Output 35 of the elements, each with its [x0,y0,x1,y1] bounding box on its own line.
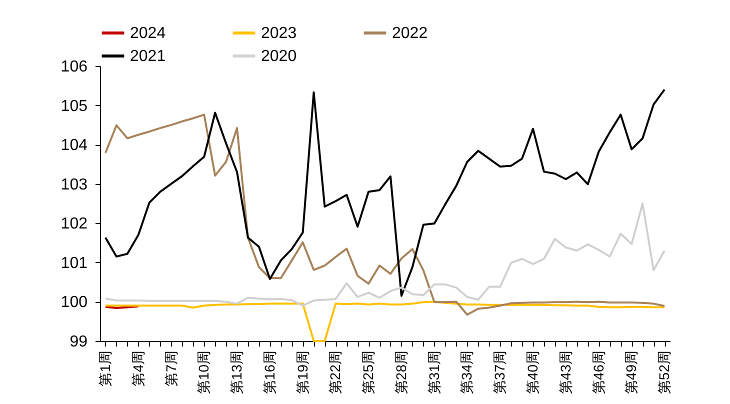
x-tick-label: 第43周 [557,350,574,394]
line-series [104,300,666,342]
y-tick-label: 99 [70,334,88,350]
line-series [104,88,666,297]
x-tick-label: 第49周 [623,350,640,394]
x-tick-label: 第28周 [392,350,409,394]
x-tick-label: 第10周 [196,350,212,394]
x-tick-label: 第37周 [492,350,508,394]
y-tick-label: 101 [60,254,88,272]
x-tick-label: 第34周 [458,350,475,394]
legend-label: 2021 [130,48,166,65]
x-tick-label: 第52周 [656,350,672,394]
x-tick-label: 第16周 [261,350,278,394]
x-tick-label: 第25周 [360,350,376,394]
y-tick-label: 105 [60,98,88,115]
x-tick-label: 第31周 [426,350,442,394]
x-tick-label: 第1周 [96,350,113,386]
x-tick-label: 第22周 [327,350,344,394]
x-tick-label: 第46周 [590,350,606,394]
y-tick-label: 102 [60,216,88,233]
x-tick-label: 第40周 [524,350,540,394]
legend-label: 2023 [261,25,297,42]
legend-label: 2020 [261,48,297,65]
x-tick-label: 第19周 [294,350,310,394]
x-tick-label: 第4周 [130,350,146,386]
x-tick-label: 第13周 [228,350,245,394]
x-tick-label: 第7周 [162,350,179,386]
y-tick-label: 100 [60,294,88,312]
legend-label: 2024 [130,25,166,42]
line-series [104,114,666,316]
y-tick-label: 103 [60,176,88,194]
line-series [104,202,666,307]
y-tick-label: 104 [60,137,88,154]
y-tick-label: 106 [60,58,88,76]
legend-label: 2022 [392,25,428,42]
